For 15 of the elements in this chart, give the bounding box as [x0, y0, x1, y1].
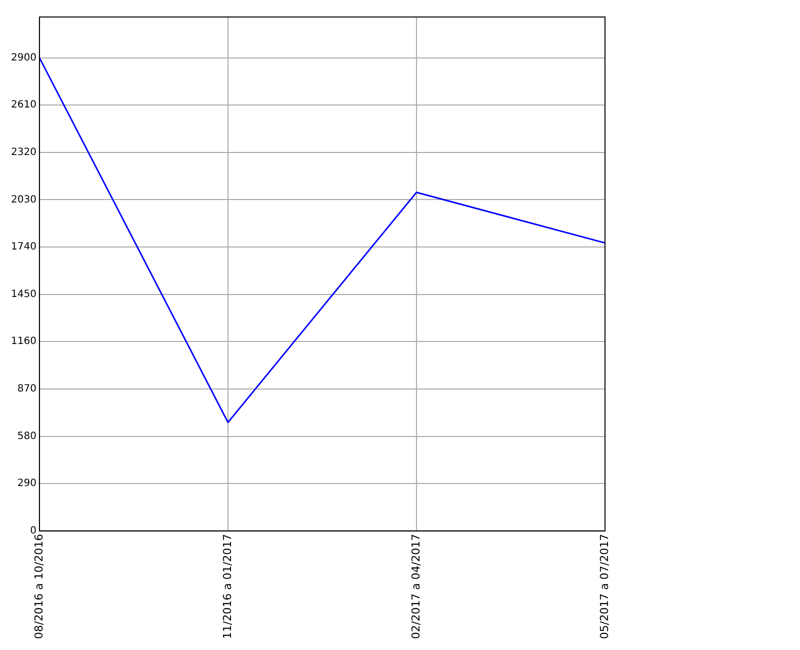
y-tick-label: 1740 — [10, 242, 36, 253]
y-tick-label: 1160 — [10, 336, 36, 348]
y-tick-label: 1450 — [10, 288, 36, 300]
y-tick-label: 0 — [30, 525, 36, 536]
x-tick-label: 11/2016 a 01/2017 — [220, 534, 234, 640]
x-tick-label: 08/2016 a 10/2016 — [32, 534, 46, 640]
y-tick-label: 870 — [17, 384, 36, 395]
y-tick-label: 290 — [17, 478, 36, 490]
y-tick-label: 580 — [17, 430, 36, 442]
x-tick-label: 05/2017 a 07/2017 — [598, 534, 611, 640]
y-tick-label: 2030 — [10, 194, 36, 206]
y-tick-label: 2900 — [10, 52, 36, 64]
x-tick-label: 02/2017 a 04/2017 — [409, 534, 422, 640]
y-tick-label: 2610 — [10, 100, 36, 111]
y-tick-label: 2320 — [10, 146, 36, 158]
